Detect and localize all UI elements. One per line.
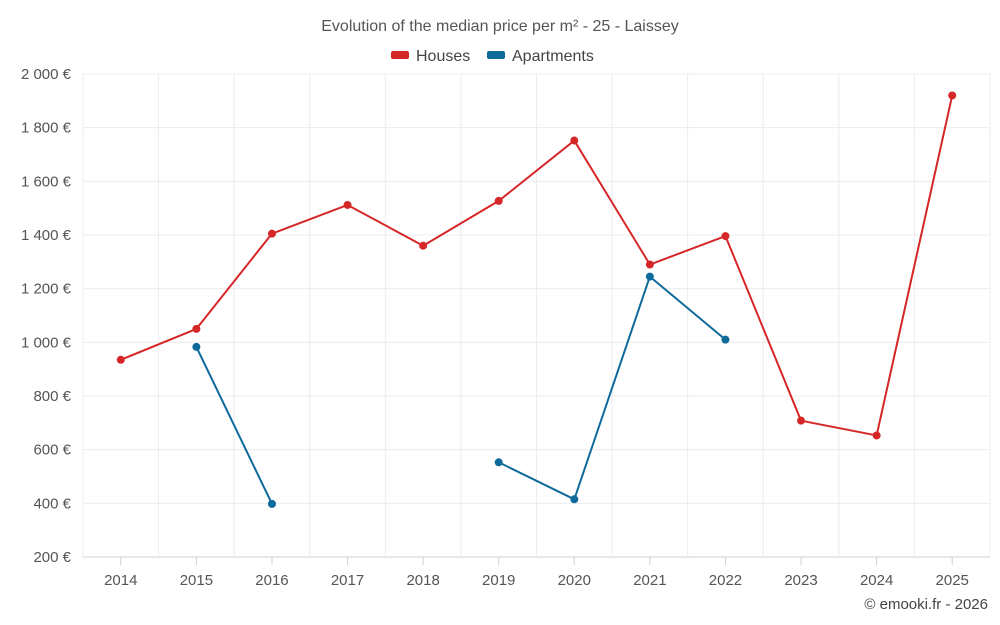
y-tick-label: 200 € (33, 549, 71, 566)
data-point-houses[interactable] (116, 355, 125, 364)
y-tick-label: 2 000 € (21, 66, 72, 83)
data-point-apartments[interactable] (267, 499, 276, 508)
y-axis: 200 € 400 € 600 € 800 € 1 000 € 1 200 € 1 400 … (21, 66, 72, 566)
data-point-apartments[interactable] (721, 335, 730, 344)
x-tick-label: 2016 (255, 572, 288, 589)
data-point-apartments[interactable] (192, 342, 201, 351)
y-tick-label: 1 400 € (21, 227, 72, 244)
legend: Houses Apartments (391, 48, 594, 65)
data-point-houses[interactable] (192, 324, 201, 333)
chart-title: Evolution of the median price per m² - 2… (321, 18, 679, 35)
x-tick-label: 2019 (482, 572, 515, 589)
series-line-apartments (195, 346, 273, 505)
x-tick-label: 2023 (784, 572, 817, 589)
legend-label-apartments: Apartments (512, 48, 594, 65)
x-tick-label: 2015 (180, 572, 213, 589)
data-point-houses[interactable] (872, 431, 881, 440)
data-point-houses[interactable] (948, 91, 957, 100)
y-tick-label: 1 800 € (21, 120, 72, 137)
legend-swatch-apartments (487, 51, 505, 59)
series (116, 91, 957, 508)
x-tick-label: 2020 (558, 572, 591, 589)
x-tick-label: 2021 (633, 572, 666, 589)
data-point-apartments[interactable] (645, 272, 654, 281)
legend-label-houses: Houses (416, 48, 470, 65)
data-point-houses[interactable] (570, 136, 579, 145)
legend-item-houses[interactable]: Houses (391, 48, 470, 65)
grid (82, 73, 991, 558)
data-point-houses[interactable] (494, 196, 503, 205)
x-tick-label: 2014 (104, 572, 137, 589)
x-tick-label: 2017 (331, 572, 364, 589)
data-point-houses[interactable] (343, 200, 352, 209)
data-point-apartments[interactable] (494, 458, 503, 467)
legend-item-apartments[interactable]: Apartments (487, 48, 594, 65)
x-tick-label: 2025 (936, 572, 969, 589)
data-point-houses[interactable] (797, 416, 806, 425)
y-tick-label: 400 € (33, 495, 71, 512)
data-point-houses[interactable] (419, 241, 428, 250)
y-tick-label: 800 € (33, 388, 71, 405)
y-tick-label: 600 € (33, 442, 71, 459)
credit-text: © emooki.fr - 2026 (864, 596, 988, 613)
data-point-houses[interactable] (267, 229, 276, 238)
series-line-apartments (498, 275, 727, 501)
y-tick-label: 1 200 € (21, 281, 72, 298)
x-tick-label: 2022 (709, 572, 742, 589)
y-tick-label: 1 600 € (21, 173, 72, 190)
data-point-houses[interactable] (721, 232, 730, 241)
legend-swatch-houses (391, 51, 409, 59)
series-apartments (192, 272, 730, 508)
data-point-apartments[interactable] (570, 495, 579, 504)
series-line-houses (120, 95, 954, 437)
x-tick-label: 2018 (406, 572, 439, 589)
series-houses (116, 91, 957, 440)
x-tick-label: 2024 (860, 572, 893, 589)
y-tick-label: 1 000 € (21, 334, 72, 351)
x-axis: 2014 2015 2016 2017 2018 2019 2020 2021 2022 2023… (104, 557, 969, 589)
data-point-houses[interactable] (645, 260, 654, 269)
